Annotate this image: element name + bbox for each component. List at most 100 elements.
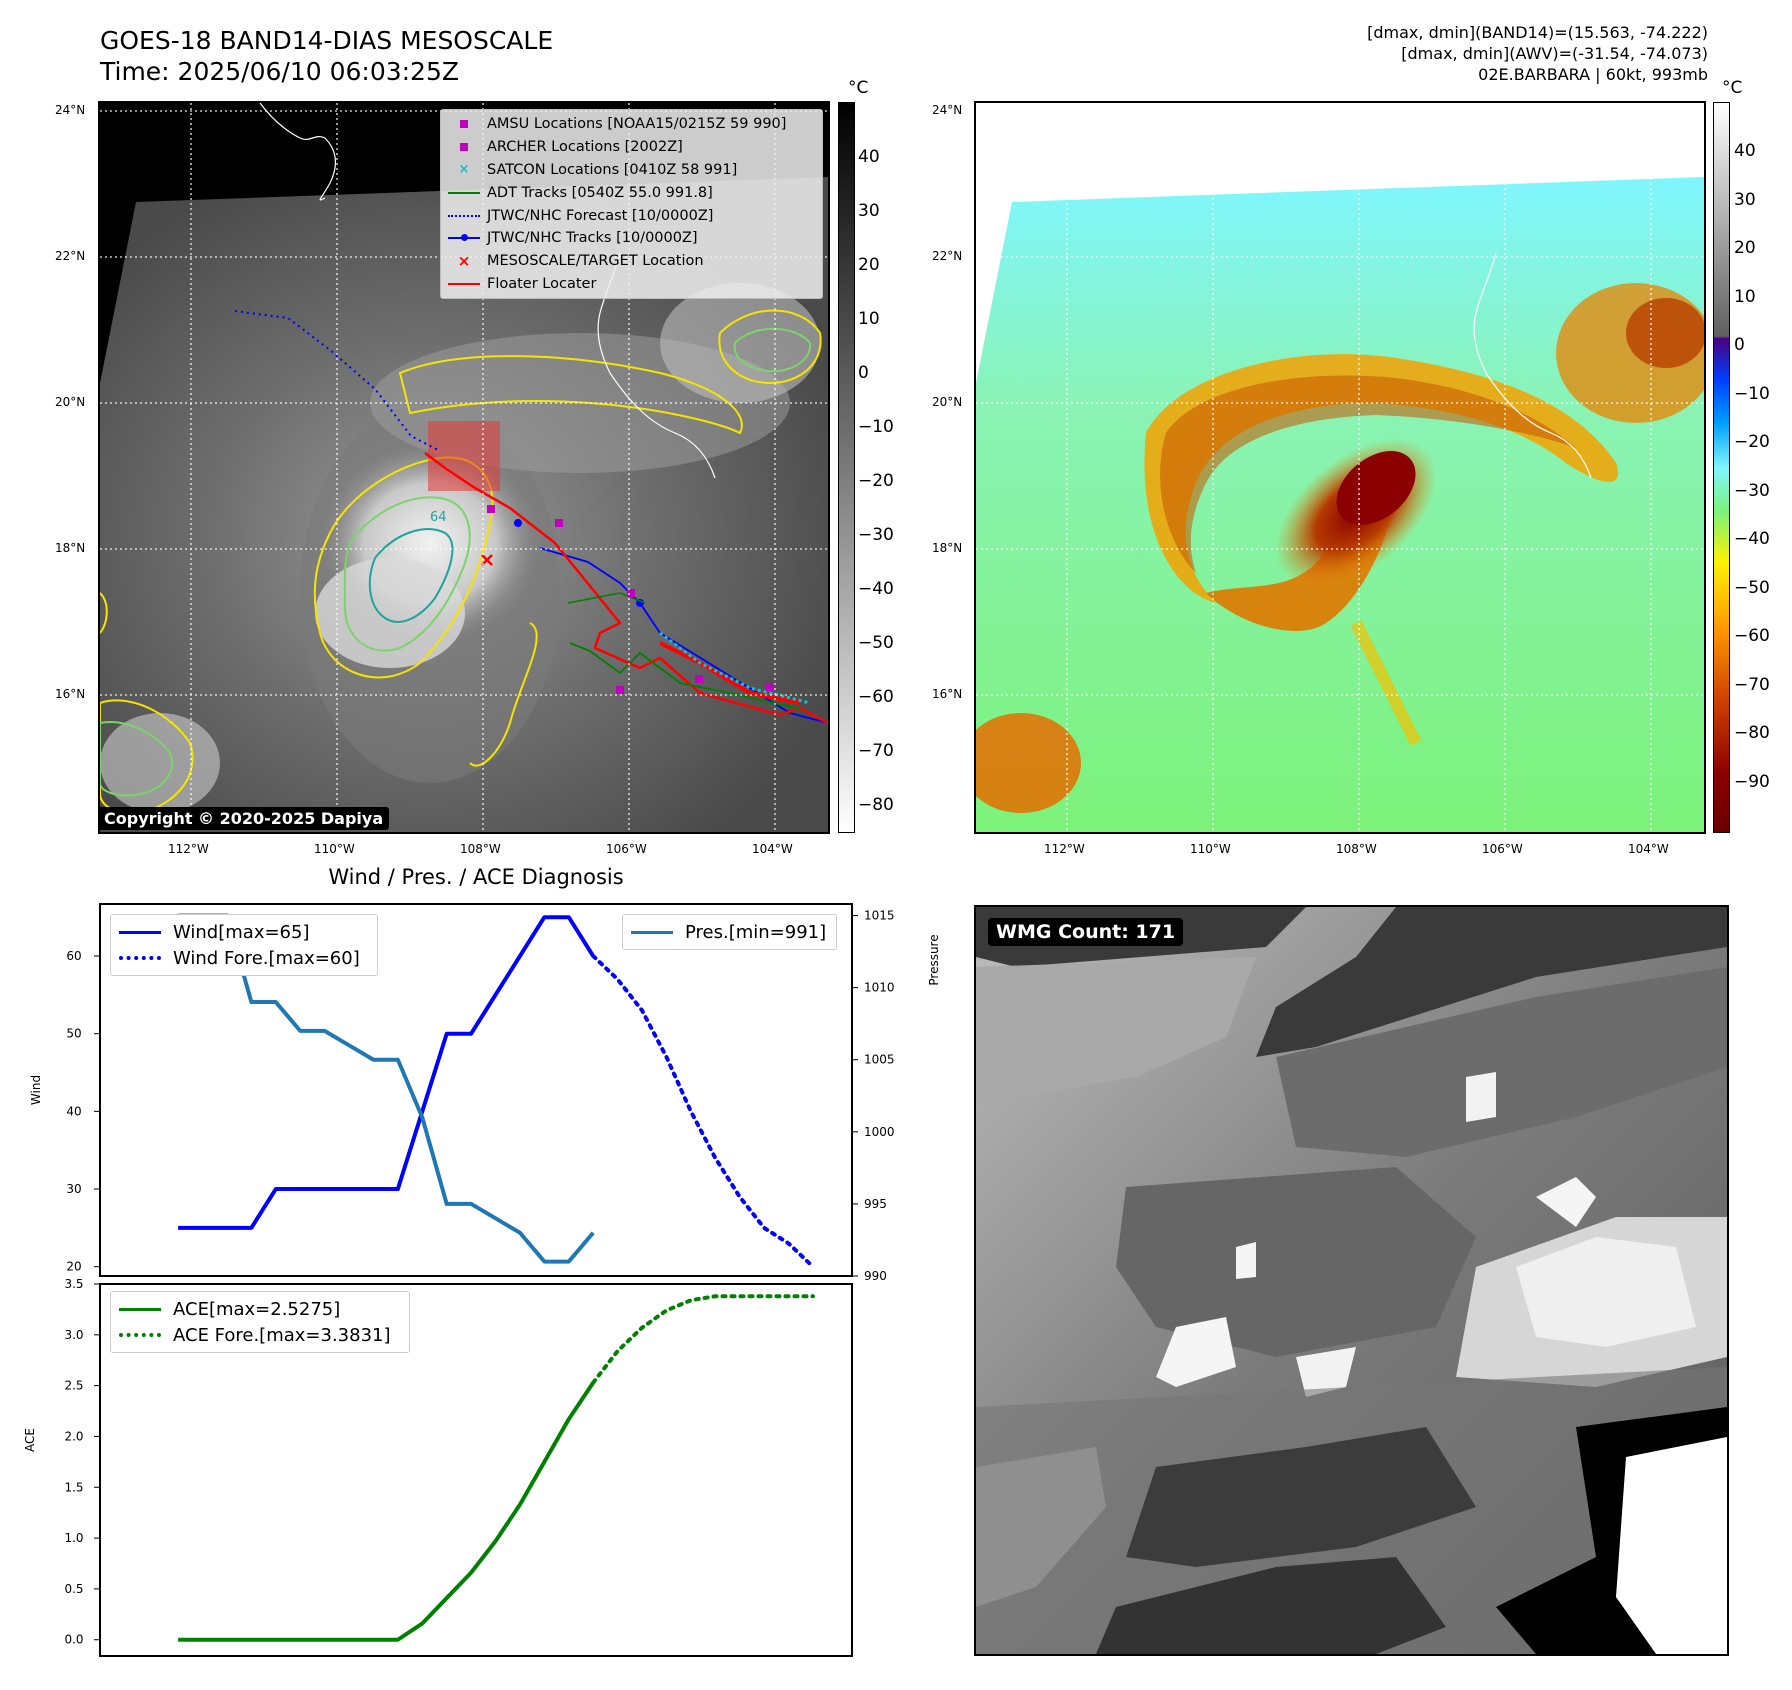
- wind-line-icon: [119, 930, 161, 934]
- awv-tick: 40: [1734, 141, 1756, 161]
- legend-archer: ARCHER Locations [2002Z]: [487, 139, 683, 156]
- ace-ytick-label: 2.5: [64, 1379, 83, 1393]
- lat-label: 24°N: [932, 103, 963, 117]
- ir-tick: 30: [858, 201, 880, 221]
- ir-tick: −30: [858, 525, 894, 545]
- lat-label: 18°N: [932, 541, 963, 555]
- awv-tick: −70: [1734, 675, 1770, 695]
- legend-wind: Wind[max=65]: [173, 921, 310, 943]
- lat-label: 16°N: [932, 687, 963, 701]
- legend-wind-fore: Wind Fore.[max=60]: [173, 947, 360, 969]
- pressure-ytick-label: 1000: [864, 1125, 895, 1139]
- legend-floater: Floater Locater: [487, 275, 597, 292]
- lat-label: 20°N: [932, 395, 963, 409]
- pressure-ytick-label: 1010: [864, 981, 895, 995]
- lat-label: 18°N: [55, 541, 86, 555]
- archer-marker-icon: [460, 143, 468, 152]
- pressure-ytick-label: 1015: [864, 909, 895, 923]
- legend-target: MESOSCALE/TARGET Location: [487, 253, 704, 270]
- lat-label: 16°N: [55, 687, 86, 701]
- wind-legend: Wind[max=65] Wind Fore.[max=60]: [110, 914, 378, 976]
- ace-fore-dotted-icon: [119, 1333, 161, 1337]
- pressure-ytick-label: 990: [864, 1269, 887, 1283]
- awv-tick: 30: [1734, 190, 1756, 210]
- info-band14: [dmax, dmin](BAND14)=(15.563, -74.222): [1367, 23, 1708, 42]
- lat-label: 24°N: [55, 103, 86, 117]
- copyright-badge: Copyright © 2020-2025 Dapiya: [98, 807, 390, 830]
- pressure-ytick-label: 995: [864, 1197, 887, 1211]
- ir-colorbar-ticks: 40 30 20 10 0 −10 −20 −30 −40 −50 −60 −7…: [858, 102, 898, 831]
- awv-colorbar-ticks: 40 30 20 10 0 −10 −20 −30 −40 −50 −60 −7…: [1734, 102, 1774, 831]
- ir-colorbar-unit: °C: [848, 78, 869, 98]
- wmg-image: [976, 907, 1727, 1654]
- awv-map-image: [976, 103, 1704, 832]
- lat-label: 22°N: [932, 249, 963, 263]
- legend-amsu: AMSU Locations [NOAA15/0215Z 59 990]: [487, 116, 787, 133]
- target-marker: [481, 554, 493, 566]
- legend-tracks: JTWC/NHC Tracks [10/0000Z]: [487, 230, 698, 247]
- map-legend: AMSU Locations [NOAA15/0215Z 59 990] ARC…: [440, 109, 823, 299]
- wind-chart-frame: [99, 903, 853, 1277]
- pressure-legend: Pres.[min=991]: [622, 914, 837, 950]
- pressure-line-icon: [631, 930, 673, 934]
- ir-tick: −70: [858, 741, 894, 761]
- awv-lat-labels: 24°N 22°N 20°N 18°N 16°N: [932, 101, 972, 834]
- legend-adt: ADT Tracks [0540Z 55.0 991.8]: [487, 184, 713, 201]
- lat-label: 20°N: [55, 395, 86, 409]
- awv-tick: −90: [1734, 772, 1770, 792]
- ace-ytick-label: 1.5: [64, 1480, 83, 1494]
- lon-label: 108°W: [460, 842, 501, 856]
- awv-colorbar: [1713, 102, 1730, 833]
- lon-label: 104°W: [1628, 842, 1669, 856]
- tracks-line-dot-icon: [448, 234, 480, 242]
- series-line-0: [178, 915, 595, 1230]
- awv-colorbar-unit: °C: [1722, 78, 1743, 98]
- ir-tick: 0: [858, 363, 869, 383]
- awv-map-panel: [974, 101, 1706, 834]
- legend-ace: ACE[max=2.5275]: [173, 1298, 341, 1320]
- lon-label: 110°W: [314, 842, 355, 856]
- awv-tick: 0: [1734, 335, 1745, 355]
- pressure-ytick-label: 1005: [864, 1053, 895, 1067]
- contour-label: 64: [430, 510, 447, 525]
- ir-tick: 10: [858, 309, 880, 329]
- wind-ytick-label: 50: [66, 1027, 81, 1041]
- wind-ytick-label: 20: [66, 1260, 81, 1274]
- ace-legend: ACE[max=2.5275] ACE Fore.[max=3.3831]: [110, 1291, 410, 1353]
- ir-map-image: 64: [100, 103, 828, 832]
- lat-label: 22°N: [55, 249, 86, 263]
- target-x-icon: ×: [457, 252, 471, 271]
- wind-ylabel: Wind: [29, 1075, 43, 1105]
- lon-label: 112°W: [1044, 842, 1085, 856]
- series-line-1: [591, 954, 815, 1269]
- lon-label: 110°W: [1190, 842, 1231, 856]
- legend-ace-fore: ACE Fore.[max=3.3831]: [173, 1324, 391, 1346]
- ir-tick: −20: [858, 471, 894, 491]
- amsu-marker-icon: [460, 120, 468, 129]
- ace-series-line-0: [178, 1381, 595, 1642]
- ir-lat-labels: 24°N 22°N 20°N 18°N 16°N: [55, 101, 95, 834]
- forecast-dotted-icon: [448, 214, 480, 217]
- ace-ytick-label: 0.0: [64, 1633, 83, 1647]
- ace-series-line-1: [591, 1294, 815, 1385]
- page-subtitle-time: Time: 2025/06/10 06:03:25Z: [100, 57, 459, 86]
- awv-tick: −10: [1734, 384, 1770, 404]
- ace-ytick-label: 0.5: [64, 1582, 83, 1596]
- ir-tick: −40: [858, 579, 894, 599]
- ir-colorbar: [838, 102, 855, 833]
- ir-tick: 40: [858, 147, 880, 167]
- ace-ytick-label: 1.0: [64, 1531, 83, 1545]
- wind-fore-dotted-icon: [119, 956, 161, 960]
- awv-tick: −40: [1734, 529, 1770, 549]
- wind-ytick-label: 40: [66, 1104, 81, 1118]
- wmg-count-badge: WMG Count: 171: [988, 918, 1184, 946]
- wind-pressure-chart: 20 30 40 50 60 990 995 1000 1005 1010 1015 Wind Pres…: [29, 903, 940, 1283]
- wind-ytick-label: 30: [66, 1182, 81, 1196]
- wmg-panel: [974, 905, 1729, 1656]
- awv-lon-labels: 112°W 110°W 108°W 106°W 104°W: [974, 842, 1706, 862]
- diagnosis-title: Wind / Pres. / ACE Diagnosis: [328, 865, 624, 889]
- ace-ylabel: ACE: [23, 1428, 37, 1452]
- ir-lon-labels: 112°W 110°W 108°W 106°W 104°W: [98, 842, 830, 862]
- awv-tick: 20: [1734, 238, 1756, 258]
- ir-tick: −10: [858, 417, 894, 437]
